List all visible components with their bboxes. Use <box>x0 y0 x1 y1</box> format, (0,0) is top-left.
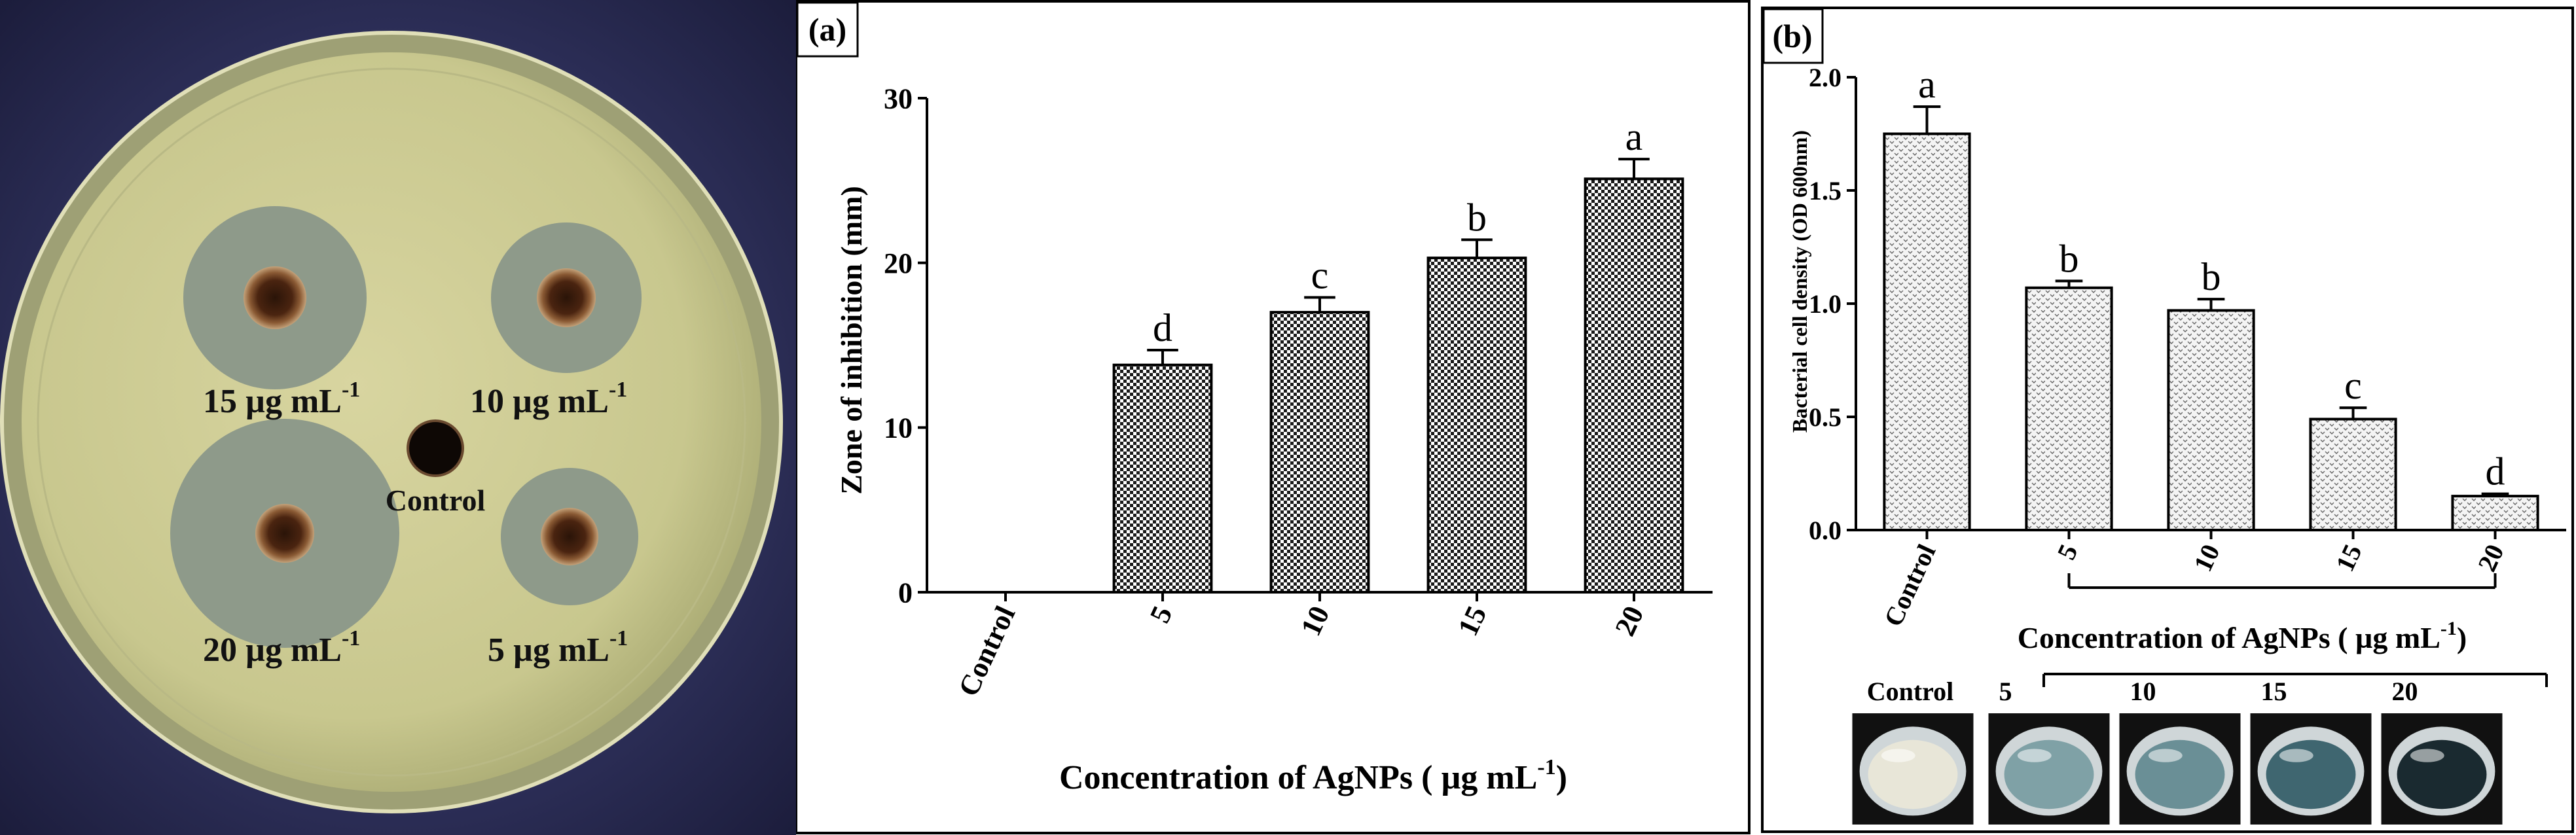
panel-a-tag-box <box>796 1 859 58</box>
panel-b-tag-box <box>1762 8 1824 64</box>
y-tick-label: 2.0 <box>1809 63 1841 92</box>
well-label: 10 <box>2130 677 2156 706</box>
significance-letter: b <box>2202 255 2221 298</box>
bar-10 <box>1269 311 1370 594</box>
bar-Control <box>1883 132 1971 531</box>
x-axis-label-a: Concentration of AgNPs ( µg mL-1) <box>1059 755 1567 796</box>
bar-20 <box>1584 177 1684 594</box>
x-axis-label-b: Concentration of AgNPs ( µg mL-1) <box>2018 618 2467 654</box>
bar-15 <box>1426 257 1527 594</box>
well-label: Control <box>1867 677 1954 706</box>
well-photos-strip: Control 5 10 15 20 <box>1852 677 2503 825</box>
well-liquid <box>1868 739 1958 809</box>
well-highlight <box>2148 749 2183 762</box>
bar-5 <box>2025 286 2113 531</box>
well-5 <box>541 508 598 565</box>
y-tick-label: 10 <box>884 412 913 444</box>
well-liquid <box>2135 739 2225 809</box>
panel-a-tag: (a) <box>808 11 846 48</box>
significance-letter: a <box>1918 63 1936 106</box>
significance-letter: c <box>1311 254 1329 297</box>
label-control: Control <box>386 484 486 517</box>
well-liquid <box>2004 739 2094 809</box>
well-highlight <box>1881 749 1915 762</box>
y-tick-label: 30 <box>884 82 913 115</box>
y-tick-label: 1.5 <box>1809 176 1841 205</box>
significance-letter: d <box>2486 450 2505 493</box>
significance-letter: c <box>2344 364 2362 407</box>
bar-5 <box>1112 363 1213 594</box>
y-tick-label: 20 <box>884 247 913 279</box>
chart-panel-b: (b) 0.0 0.5 1.0 1.5 2.0 a Control b 5 b 10 c 15 d 20 B… <box>1761 7 2574 833</box>
agar-plate-photo: 15 µg mL-1 10 µg mL-1 Control 20 µg mL-1… <box>0 0 796 835</box>
well-20 <box>255 504 314 563</box>
significance-letter: d <box>1153 306 1172 349</box>
well-15 <box>244 266 306 329</box>
well-highlight <box>2017 749 2052 762</box>
y-tick-label: 0.5 <box>1809 402 1841 432</box>
well-label: 15 <box>2261 677 2287 706</box>
significance-letter: a <box>1625 115 1643 158</box>
bar-10 <box>2167 309 2255 531</box>
y-tick-label: 0 <box>898 577 913 609</box>
well-highlight <box>2279 749 2313 762</box>
bar-20 <box>2451 495 2539 531</box>
well-liquid <box>2397 739 2487 809</box>
y-axis-label-b: Bacterial cell density (OD 600nm) <box>1788 130 1811 433</box>
bar-15 <box>2309 418 2397 532</box>
inner-rim-line <box>37 67 746 777</box>
well-10 <box>537 268 596 327</box>
y-axis-label-a: Zone of inhibition (mm) <box>835 186 868 495</box>
label-10: 10 µg mL-1 <box>470 378 627 420</box>
y-tick-label: 1.0 <box>1809 289 1841 319</box>
agar-surface <box>22 52 761 792</box>
panel-b-tag: (b) <box>1772 18 1812 54</box>
significance-letter: b <box>1467 196 1487 239</box>
well-control <box>407 419 464 477</box>
y-tick-label: 0.0 <box>1809 516 1841 545</box>
label-15: 15 µg mL-1 <box>203 378 360 420</box>
significance-letter: b <box>2059 237 2079 280</box>
well-label: 5 <box>1999 677 2012 706</box>
label-20: 20 µg mL-1 <box>203 626 360 669</box>
well-label: 20 <box>2392 677 2418 706</box>
label-5: 5 µg mL-1 <box>488 626 628 669</box>
well-highlight <box>2410 749 2444 762</box>
well-liquid <box>2266 739 2356 809</box>
